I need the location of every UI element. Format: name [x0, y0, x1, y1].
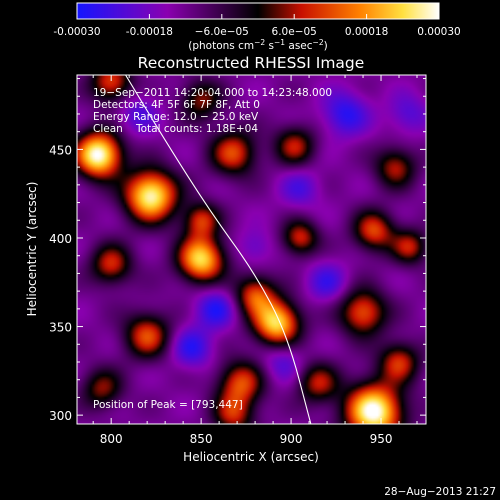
annotation-total-counts: Total counts: 1.18E+04 [135, 123, 258, 135]
colorbar-tick-label: 6.0e−05 [272, 26, 317, 38]
x-tick-label: 900 [280, 432, 303, 446]
plot-date: 28−Aug−2013 21:27 [384, 486, 496, 498]
annotation-method: Clean [93, 123, 123, 135]
plot-frame [76, 74, 427, 425]
y-tick-label: 300 [49, 409, 72, 423]
heatmap-raster [77, 75, 426, 424]
y-axis-label: Heliocentric Y (arcsec) [25, 182, 39, 317]
x-tick-label: 950 [370, 432, 393, 446]
x-tick-label: 800 [100, 432, 123, 446]
x-tick-label: 850 [190, 432, 213, 446]
y-tick-label: 450 [49, 143, 72, 157]
y-tick-label: 350 [49, 321, 72, 335]
colorbar: -0.00030 -0.00018 −6.0e−05 6.0e−05 0.00018 0.… [53, 2, 461, 52]
colorbar-tick-label: 0.00030 [417, 26, 460, 38]
solar-limb-curve [125, 75, 312, 424]
heatmap-image [77, 75, 426, 424]
annotations: 19−Sep−2011 14:20:04.000 to 14:23:48.000… [93, 87, 332, 411]
colorbar-tick-label: -0.00030 [53, 26, 100, 38]
colorbar-gradient [76, 2, 440, 20]
colorbar-ticks: -0.00030 -0.00018 −6.0e−05 6.0e−05 0.00018 0.… [53, 14, 461, 38]
y-tick-label: 400 [49, 232, 72, 246]
annotation-peak-position: Position of Peak = [793,447] [93, 399, 243, 411]
annotation-energy-range: Energy Range: 12.0 − 25.0 keV [93, 111, 259, 123]
axis-ticks: 800 850 900 950 300 350 400 450 [49, 75, 426, 446]
colorbar-tick-label: 0.00018 [345, 26, 388, 38]
colorbar-tick-label: -0.00018 [126, 26, 173, 38]
colorbar-tick-label: −6.0e−05 [195, 26, 249, 38]
colorbar-units: (photons cm−2 s−1 asec−2) [188, 38, 327, 52]
annotation-time-range: 19−Sep−2011 14:20:04.000 to 14:23:48.000 [93, 87, 332, 99]
chart-title: Reconstructed RHESSI Image [138, 54, 365, 72]
x-axis-label: Heliocentric X (arcsec) [183, 450, 319, 464]
annotation-detectors: Detectors: 4F 5F 6F 7F 8F, Att 0 [93, 99, 260, 111]
